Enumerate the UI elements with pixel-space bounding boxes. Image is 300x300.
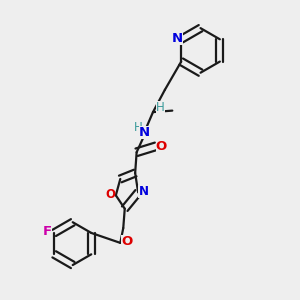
Text: O: O bbox=[106, 188, 116, 201]
Text: N: N bbox=[139, 185, 148, 198]
Text: H: H bbox=[156, 101, 165, 114]
Text: N: N bbox=[139, 126, 150, 139]
Text: O: O bbox=[121, 235, 133, 248]
Text: F: F bbox=[43, 225, 52, 238]
Text: N: N bbox=[172, 32, 183, 45]
Text: H: H bbox=[134, 121, 143, 134]
Text: O: O bbox=[156, 140, 167, 153]
